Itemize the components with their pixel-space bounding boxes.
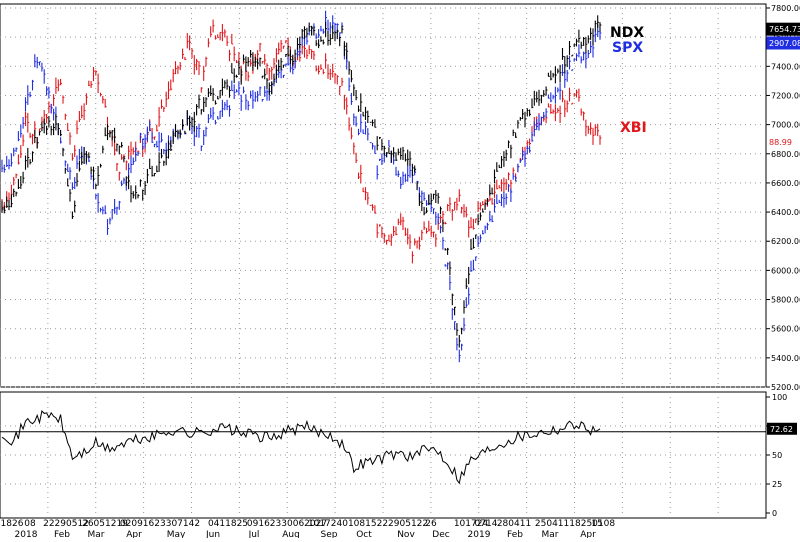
- osc-y-tick-label: 50: [772, 451, 782, 460]
- x-tick-label-day: 22290512: [43, 519, 89, 529]
- x-tick-label-day: 15: [591, 519, 602, 529]
- x-tick-label-month: Mar: [542, 530, 559, 538]
- y-tick-label: 7200.00: [771, 91, 800, 100]
- x-tick-label-month: Jun: [205, 530, 220, 538]
- y-tick-label: 6400.00: [771, 208, 800, 217]
- xbi-value-label: 88.99: [769, 138, 792, 147]
- x-tick-label-day: 09162330062027: [247, 519, 327, 529]
- x-tick-label-month: Apr: [580, 530, 596, 538]
- y-tick-label: 6200.00: [771, 237, 800, 246]
- x-tick-label-day: 26: [425, 519, 437, 529]
- y-tick-label: 5800.00: [771, 296, 800, 305]
- main-panel-frame: [0, 3, 767, 388]
- x-tick-label-month: Oct: [356, 530, 372, 538]
- x-tick-label-day: 25041118250108: [535, 519, 615, 529]
- x-tick-label-month: May: [167, 530, 186, 538]
- x-tick-label-month: Jul: [248, 530, 260, 538]
- x-tick-label-month: Apr: [126, 530, 142, 538]
- main-price-panel: 5200.00 5400.00 5600.00 5800.00 6000.00 6200.…: [0, 3, 800, 392]
- x-tick-label-month: Mar: [88, 530, 105, 538]
- osc-value-label: 72.62: [770, 425, 793, 434]
- x-tick-label-month: Nov: [397, 530, 415, 538]
- spx-value-label: 2907.08: [769, 39, 800, 48]
- x-tick-label-month: Dec: [432, 530, 449, 538]
- ndx-series-label: NDX: [610, 25, 644, 41]
- ndx-value-label: 7654.73: [769, 25, 800, 34]
- x-tick-label-day: 26051219: [82, 519, 128, 529]
- y-tick-label: 5600.00: [771, 325, 800, 334]
- osc-y-tick-label: 100: [772, 393, 787, 402]
- y-tick-label: 5200.00: [771, 383, 800, 392]
- x-tick-label-month: Feb: [54, 530, 70, 538]
- x-tick-label-day: 08: [24, 519, 36, 529]
- y-tick-label: 7000.00: [771, 121, 800, 130]
- xbi-value-box: [766, 135, 800, 149]
- x-tick-label-day: 0411825: [208, 519, 248, 529]
- x-tick-label-day: 0714: [475, 519, 498, 529]
- x-tick-label-day: 1826: [1, 519, 24, 529]
- x-tick-label-day: 101724: [454, 519, 489, 529]
- x-tick-label-day: 280411: [497, 519, 531, 529]
- x-tick-label-day: 101724010815222905122: [308, 519, 428, 529]
- oscillator-panel: 025507510072.62: [0, 391, 797, 519]
- y-tick-label: 5400.00: [771, 354, 800, 363]
- ndx-value-box: [766, 22, 800, 36]
- xbi-series-label: XBI: [620, 120, 647, 136]
- y-tick-label: 6800.00: [771, 150, 800, 159]
- oscillator-line: [1, 409, 601, 485]
- osc-y-tick-label: 0: [772, 509, 777, 518]
- osc-y-tick-label: 25: [772, 480, 782, 489]
- x-tick-label-month: 2018: [15, 530, 38, 538]
- spx-value-box: [766, 36, 800, 50]
- y-tick-label: 6600.00: [771, 179, 800, 188]
- y-tick-label: 7800.00: [771, 4, 800, 13]
- x-tick-label-month: Sep: [321, 530, 338, 538]
- x-tick-label-day: 02091623307142: [120, 519, 200, 529]
- spx-series-label: SPX: [612, 40, 643, 56]
- y-tick-label: 7400.00: [771, 62, 800, 71]
- x-tick-label-month: 2019: [468, 530, 491, 538]
- y-tick-label: 6000.00: [771, 266, 800, 275]
- osc-value-box: [767, 422, 797, 435]
- x-tick-label-month: Feb: [507, 530, 523, 538]
- x-tick-label-month: Aug: [282, 530, 300, 538]
